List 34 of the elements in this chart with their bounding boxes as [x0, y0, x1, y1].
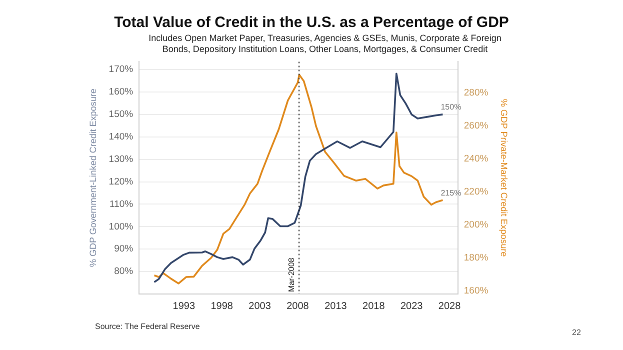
data-label: 150%	[440, 102, 462, 112]
x-tick-label: 2008	[286, 300, 310, 312]
y-axis-title: % GDP Government-Linked Credit Exposure	[88, 88, 98, 268]
y2-tick-label: 160%	[464, 285, 489, 296]
x-tick-label: 2028	[438, 300, 462, 312]
data-label: 215%	[440, 188, 462, 198]
y-tick-label: 80%	[114, 266, 134, 278]
x-tick-label: 2023	[400, 300, 424, 312]
y-tick-label: 160%	[108, 86, 134, 98]
y-tick-label: 150%	[108, 109, 134, 120]
x-tick-label: 2018	[362, 300, 386, 312]
y-tick-label: 140%	[108, 132, 134, 143]
y2-tick-label: 180%	[464, 252, 489, 264]
chart-subtitle: Includes Open Market Paper, Treasuries, Agencies & GSEs, Munis, Corporate & Foreign Bonds, Depository Institution Loans, Other Loans, Mortgages, & Consumer Credit	[148, 33, 502, 55]
x-tick-label: 2003	[248, 300, 272, 312]
source-note: Source: The Federal Reserve	[95, 322, 200, 331]
y-tick-label: 170%	[108, 64, 134, 76]
y2-tick-label: 240%	[464, 154, 489, 165]
text: 22	[572, 328, 581, 337]
x-tick-label: 1998	[210, 300, 234, 312]
y2-axis-title: % GDP Private-Market Credit Exposure	[499, 98, 510, 257]
y-tick-label: 120%	[108, 176, 134, 188]
x-tick-label: 2013	[324, 300, 348, 312]
ref-line-label: Mar-2008	[287, 257, 296, 292]
y2-tick-label: 220%	[464, 186, 489, 198]
y2-tick-label: 280%	[464, 88, 489, 99]
y2-tick-label: 260%	[464, 120, 489, 132]
chart-title: Total Value of Credit in the U.S. as a Percentage of GDP	[113, 14, 510, 31]
y-tick-label: 130%	[108, 154, 134, 165]
y-tick-label: 90%	[114, 244, 134, 255]
y-tick-label: 100%	[108, 221, 134, 232]
x-tick-label: 1993	[172, 300, 196, 312]
y2-tick-label: 200%	[464, 219, 489, 230]
y-tick-label: 110%	[110, 198, 134, 210]
